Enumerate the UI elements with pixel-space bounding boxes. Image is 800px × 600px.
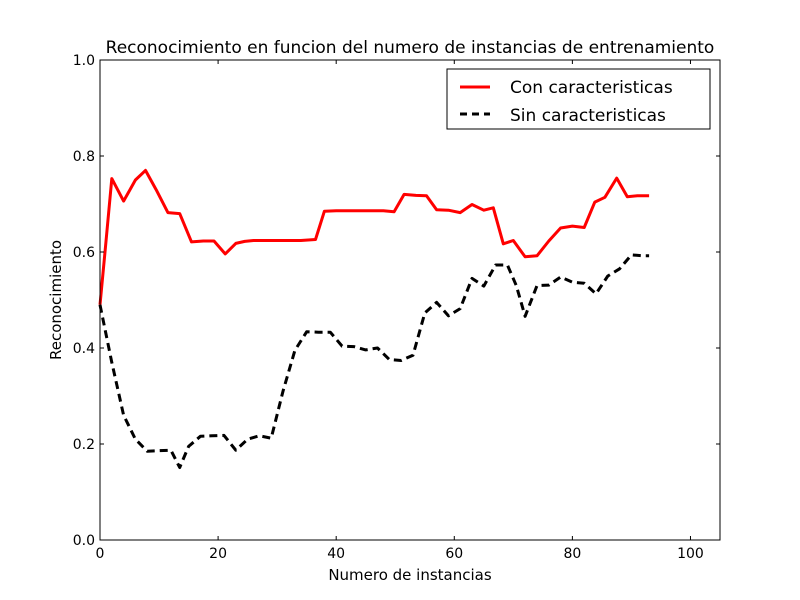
x-axis-label: Numero de instancias [328,566,492,584]
series-line-0 [98,168,650,305]
chart-title: Reconocimiento en funcion del numero de … [106,38,715,58]
y-tick-label: 0.2 [73,437,95,453]
legend-label-sin: Sin caracteristicas [510,106,666,126]
y-tick-label: 0.0 [73,533,95,549]
x-axis-ticks: 0 20 40 60 80 100 [96,60,704,562]
y-tick-label: 0.4 [73,341,95,357]
x-tick-label: 100 [677,546,704,562]
series-line-1 [98,253,650,469]
x-tick-label: 0 [96,546,105,562]
legend-box [446,68,711,130]
x-tick-label: 40 [327,546,345,562]
plot-frame [99,59,721,541]
y-tick-label: 0.6 [73,245,95,261]
x-tick-label: 80 [563,546,581,562]
plot-lines [98,168,650,469]
y-tick-label: 1.0 [73,53,95,69]
x-tick-label: 20 [209,546,227,562]
legend: Con caracteristicas Sin caracteristicas [446,68,711,130]
legend-label-con: Con caracteristicas [510,78,673,98]
y-axis-ticks: 0.0 0.2 0.4 0.6 0.8 1.0 [73,53,720,549]
y-tick-label: 0.8 [73,149,95,165]
y-axis-label: Reconocimiento [47,240,65,360]
x-tick-label: 60 [445,546,463,562]
